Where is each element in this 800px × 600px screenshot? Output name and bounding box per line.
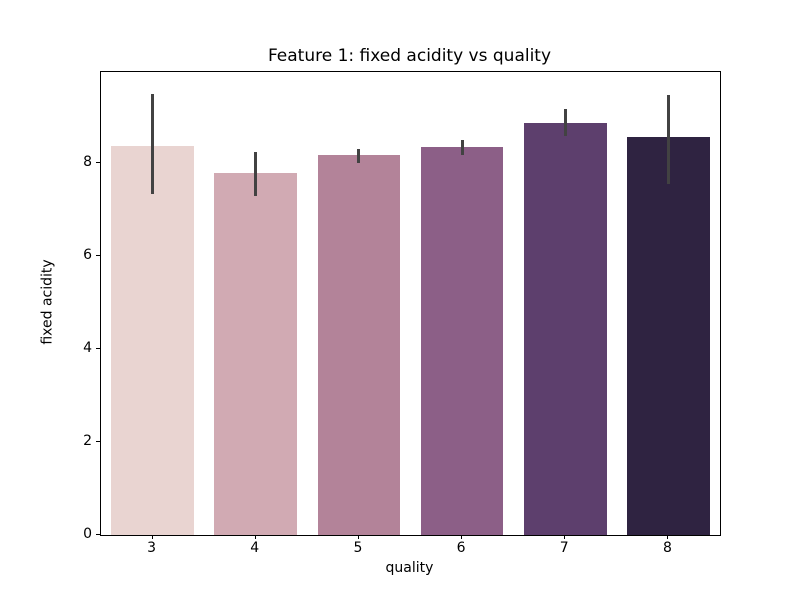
x-tick-label: 5: [353, 540, 363, 556]
bar-quality-4: [214, 173, 297, 535]
y-tick-label: 2: [83, 432, 92, 449]
error-bar-quality-4: [254, 151, 258, 196]
y-tick-label: 6: [83, 246, 92, 263]
x-axis-label: quality: [385, 560, 434, 576]
plot-area: [100, 71, 721, 536]
x-tick-mark: [254, 535, 256, 539]
y-tick-mark: [96, 255, 100, 257]
chart-title: Feature 1: fixed acidity vs quality: [267, 46, 552, 66]
y-tick-label: 0: [83, 525, 92, 542]
error-bar-quality-3: [151, 93, 155, 195]
error-bar-quality-8: [666, 95, 670, 184]
x-tick-mark: [667, 535, 669, 539]
error-bar-quality-7: [563, 108, 567, 137]
y-tick-mark: [96, 162, 100, 164]
bar-quality-5: [317, 155, 401, 535]
x-tick-label: 7: [559, 540, 569, 556]
error-bar-quality-6: [460, 139, 464, 156]
bar-quality-7: [523, 122, 607, 535]
x-tick-label: 3: [147, 540, 157, 556]
x-tick-mark: [357, 535, 359, 539]
y-tick-label: 8: [83, 153, 92, 170]
error-bar-quality-5: [357, 148, 361, 163]
x-tick-label: 6: [456, 540, 466, 556]
bar-quality-8: [627, 136, 710, 535]
y-tick-mark: [96, 348, 100, 350]
x-tick-label: 8: [662, 540, 672, 556]
x-tick-mark: [461, 535, 463, 539]
y-tick-mark: [96, 534, 100, 535]
x-tick-mark: [151, 535, 153, 539]
x-tick-mark: [564, 535, 566, 539]
y-tick-label: 4: [83, 339, 92, 356]
bar-quality-3: [111, 146, 194, 535]
bar-quality-6: [420, 146, 504, 535]
y-axis-label-text: fixed acidity: [39, 259, 56, 345]
x-tick-label: 4: [250, 540, 260, 556]
y-tick-mark: [96, 441, 100, 443]
